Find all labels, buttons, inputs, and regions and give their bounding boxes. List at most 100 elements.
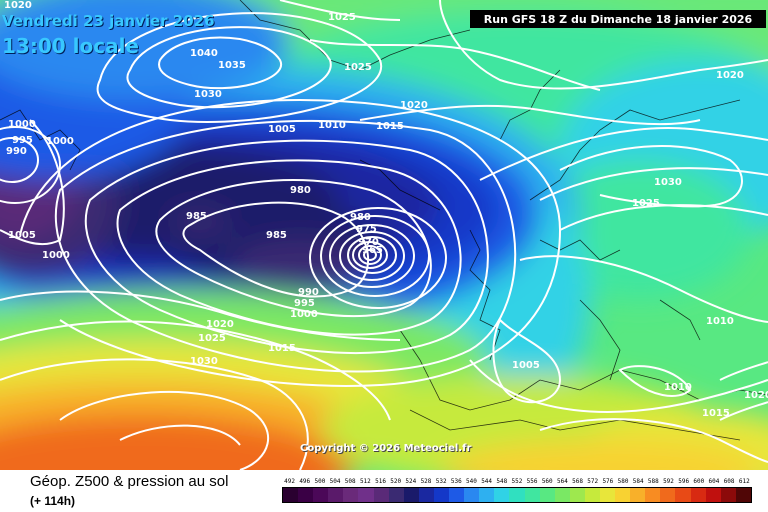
isobar-label: 1020 xyxy=(206,319,234,330)
scale-swatch xyxy=(645,488,661,502)
isobars xyxy=(0,0,768,470)
legend-title: Géop. Z500 & pression au sol xyxy=(30,473,229,490)
isobar-label: 980 xyxy=(290,185,311,196)
scale-value-label: 536 xyxy=(450,478,462,485)
scale-value-label: 556 xyxy=(526,478,538,485)
copyright: Copyright © 2026 Meteociel.fr xyxy=(300,443,472,454)
isobar-labels: 1020 1025 1040 1035 1030 1025 1020 1020 … xyxy=(4,0,768,419)
color-scale: 492 496 500 504 508 512 516 520 524 528 532 536 540 5… xyxy=(282,478,752,508)
isobar-label: 1010 xyxy=(664,382,692,393)
scale-swatch xyxy=(524,488,540,502)
isobar-label: 985 xyxy=(186,211,207,222)
scale-value-label: 580 xyxy=(617,478,629,485)
scale-value-label: 540 xyxy=(466,478,477,485)
forecast-time: 13:00 locale xyxy=(2,34,139,58)
scale-swatch xyxy=(343,488,359,502)
geopotential-field xyxy=(0,0,768,470)
scale-value-label: 504 xyxy=(329,478,341,485)
isobar-label: 985 xyxy=(266,230,287,241)
isobar-label: 970 xyxy=(358,237,379,248)
scale-swatch xyxy=(509,488,525,502)
isobar-label: 975 xyxy=(356,224,377,235)
scale-swatch xyxy=(615,488,631,502)
scale-value-label: 592 xyxy=(663,478,674,485)
isobar-label: 1015 xyxy=(376,121,404,132)
isobar-label: 1025 xyxy=(198,333,226,344)
isobar-label: 1015 xyxy=(268,343,296,354)
scale-swatch xyxy=(584,488,600,502)
scale-value-label: 560 xyxy=(541,478,553,485)
isobar-label: 1015 xyxy=(702,408,730,419)
scale-swatch xyxy=(464,488,480,502)
scale-value-label: 604 xyxy=(708,478,720,485)
scale-value-label: 500 xyxy=(314,478,326,485)
scale-value-label: 532 xyxy=(435,478,447,485)
scale-value-label: 544 xyxy=(481,478,493,485)
scale-swatch xyxy=(313,488,329,502)
isobar-label: 980 xyxy=(350,212,371,223)
scale-value-label: 612 xyxy=(738,478,750,485)
legend-subtitle: (+ 114h) xyxy=(30,494,76,508)
scale-swatch xyxy=(328,488,344,502)
scale-swatch xyxy=(494,488,510,502)
scale-value-label: 516 xyxy=(375,478,386,485)
scale-swatch xyxy=(569,488,585,502)
color-scale-swatches xyxy=(282,487,752,503)
scale-value-label: 508 xyxy=(344,478,356,485)
scale-value-label: 596 xyxy=(678,478,690,485)
isobar-label: 1010 xyxy=(318,120,346,131)
scale-value-label: 548 xyxy=(496,478,508,485)
scale-swatch xyxy=(539,488,555,502)
scale-swatch xyxy=(373,488,389,502)
isobar-label: 1000 xyxy=(46,136,74,147)
isobar-label: 995 xyxy=(294,298,315,309)
isobar-label: 1020 xyxy=(4,0,32,11)
scale-swatch xyxy=(720,488,736,502)
geopotential-map: 1020 1025 1040 1035 1030 1025 1020 1020 … xyxy=(0,0,768,470)
isobar-label: 1005 xyxy=(8,230,36,241)
scale-value-label: 520 xyxy=(390,478,402,485)
legend: Géop. Z500 & pression au sol (+ 114h) 49… xyxy=(0,470,768,512)
scale-value-label: 492 xyxy=(284,478,295,485)
scale-value-label: 552 xyxy=(511,478,523,485)
scale-swatch xyxy=(690,488,706,502)
scale-swatch xyxy=(283,488,299,502)
isobar-label: 1005 xyxy=(268,124,296,135)
scale-value-label: 564 xyxy=(556,478,568,485)
scale-swatch xyxy=(479,488,495,502)
scale-value-label: 600 xyxy=(693,478,705,485)
scale-value-label: 608 xyxy=(723,478,735,485)
scale-swatch xyxy=(599,488,616,502)
isobar-label: 1000 xyxy=(8,119,36,130)
isobar-label: 1020 xyxy=(716,70,744,81)
forecast-date: Vendredi 23 janvier 2026 xyxy=(2,12,215,30)
scale-swatch xyxy=(554,488,570,502)
isobar-label: 1000 xyxy=(290,309,318,320)
isobar-label: 1030 xyxy=(194,89,222,100)
isobar-label: 965 xyxy=(362,245,383,256)
isobar-label: 995 xyxy=(12,135,33,146)
isobar-label: 1025 xyxy=(632,198,660,209)
isobar-label: 1005 xyxy=(512,360,540,371)
run-info: Run GFS 18 Z du Dimanche 18 janvier 2026 xyxy=(470,10,766,28)
isobar-label: 990 xyxy=(298,287,319,298)
run-info-text: Run GFS 18 Z du Dimanche 18 janvier 2026 xyxy=(483,12,753,26)
scale-swatch xyxy=(660,488,676,502)
scale-swatch xyxy=(388,488,404,502)
isobar-label: 1020 xyxy=(744,390,768,401)
isobar-label: 990 xyxy=(6,146,27,157)
scale-value-label: 496 xyxy=(299,478,311,485)
scale-swatch xyxy=(403,488,419,502)
scale-swatch xyxy=(735,488,751,502)
scale-value-label: 512 xyxy=(359,478,371,485)
isobar-label: 1030 xyxy=(654,177,682,188)
isobar-label: 1000 xyxy=(42,250,70,261)
scale-swatch xyxy=(630,488,646,502)
scale-swatch xyxy=(705,488,721,502)
scale-value-label: 528 xyxy=(420,478,432,485)
scale-swatch xyxy=(298,488,314,502)
isobar-label: 1030 xyxy=(190,356,218,367)
coastlines xyxy=(0,0,768,441)
isobar-label: 1025 xyxy=(328,12,356,23)
